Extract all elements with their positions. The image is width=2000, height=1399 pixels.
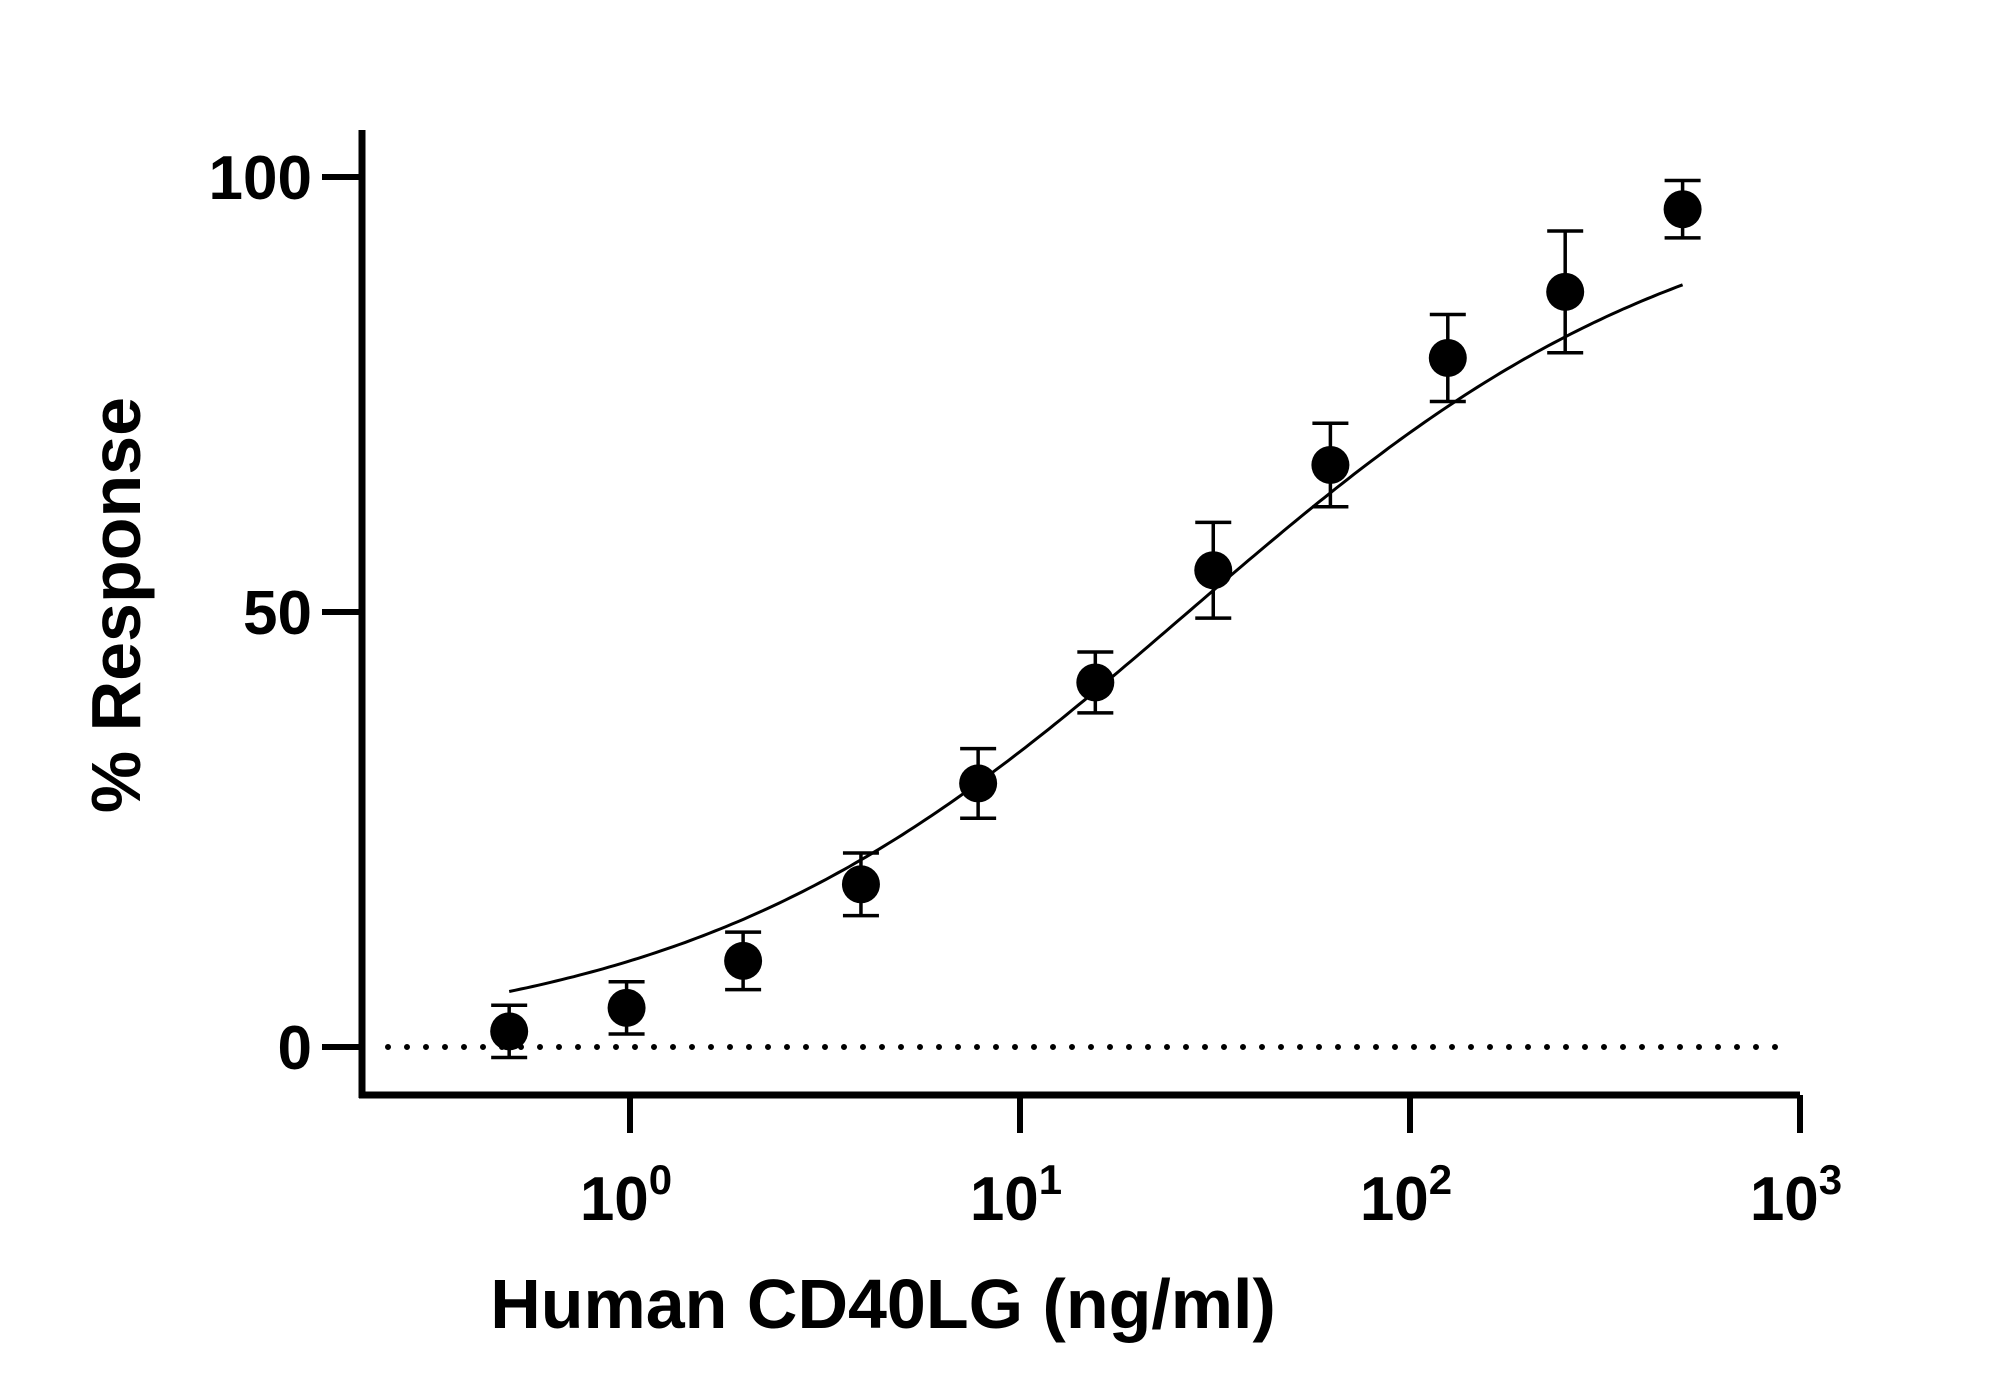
data-point xyxy=(607,988,646,1027)
data-point xyxy=(1428,338,1467,377)
data-point xyxy=(1546,272,1585,311)
y-axis-title: % Response xyxy=(77,397,155,813)
x-tick-label: 102 xyxy=(1360,1156,1452,1234)
x-tick-label: 100 xyxy=(580,1156,672,1234)
x-axis-title: Human CD40LG (ng/ml) xyxy=(490,1265,1276,1343)
data-point xyxy=(1076,663,1115,702)
fit-curve xyxy=(508,283,1684,993)
data-point xyxy=(959,764,998,803)
data-point xyxy=(1194,551,1233,590)
x-tick-label: 103 xyxy=(1750,1156,1842,1234)
y-tick-label: 0 xyxy=(278,1014,312,1083)
tick-labels: 0 50 100 100 101 102 103 xyxy=(209,144,1843,1234)
data-point xyxy=(724,941,763,980)
data-point xyxy=(1663,190,1702,229)
x-tick-label: 101 xyxy=(970,1156,1062,1234)
axes xyxy=(322,130,1803,1133)
fit-line xyxy=(508,283,1684,993)
data-points xyxy=(490,190,1702,1051)
data-point xyxy=(490,1012,529,1051)
data-point xyxy=(841,865,880,904)
data-point xyxy=(1311,445,1350,484)
y-tick-label: 100 xyxy=(209,144,312,213)
error-bars xyxy=(491,178,1701,1060)
y-tick-label: 50 xyxy=(243,579,312,648)
